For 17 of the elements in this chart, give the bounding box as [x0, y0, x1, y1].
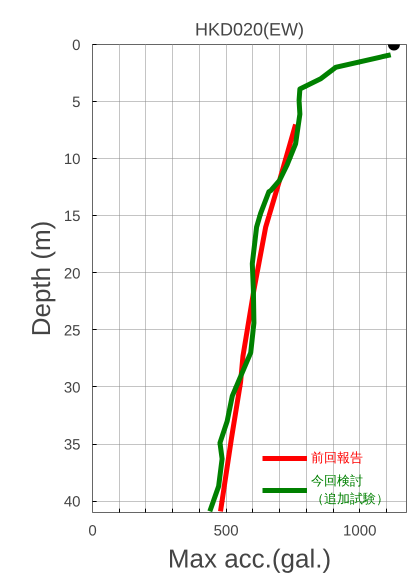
y-tick-label: 30: [64, 379, 81, 396]
y-tick-label: 15: [64, 208, 81, 226]
y-tick-label: 10: [64, 151, 81, 168]
x-axis-title: Max acc.(gal.): [168, 544, 332, 574]
y-tick-label: 35: [64, 436, 81, 454]
y-tick-label: 20: [64, 265, 81, 282]
x-tick-label: 0: [88, 522, 97, 540]
x-tick-label: 500: [214, 522, 239, 540]
y-tick-label: 40: [64, 494, 81, 511]
x-tick-label: 1000: [343, 522, 376, 540]
chart-title: HKD020(EW): [194, 20, 304, 40]
y-tick-label: 0: [72, 37, 80, 54]
legend-label: 前回報告: [311, 449, 363, 467]
y-tick-label: 5: [72, 94, 80, 112]
legend-label: 今回検討（追加試験）: [311, 472, 389, 508]
y-tick-label: 25: [64, 322, 81, 340]
y-axis-title: Depth (m): [26, 220, 56, 336]
